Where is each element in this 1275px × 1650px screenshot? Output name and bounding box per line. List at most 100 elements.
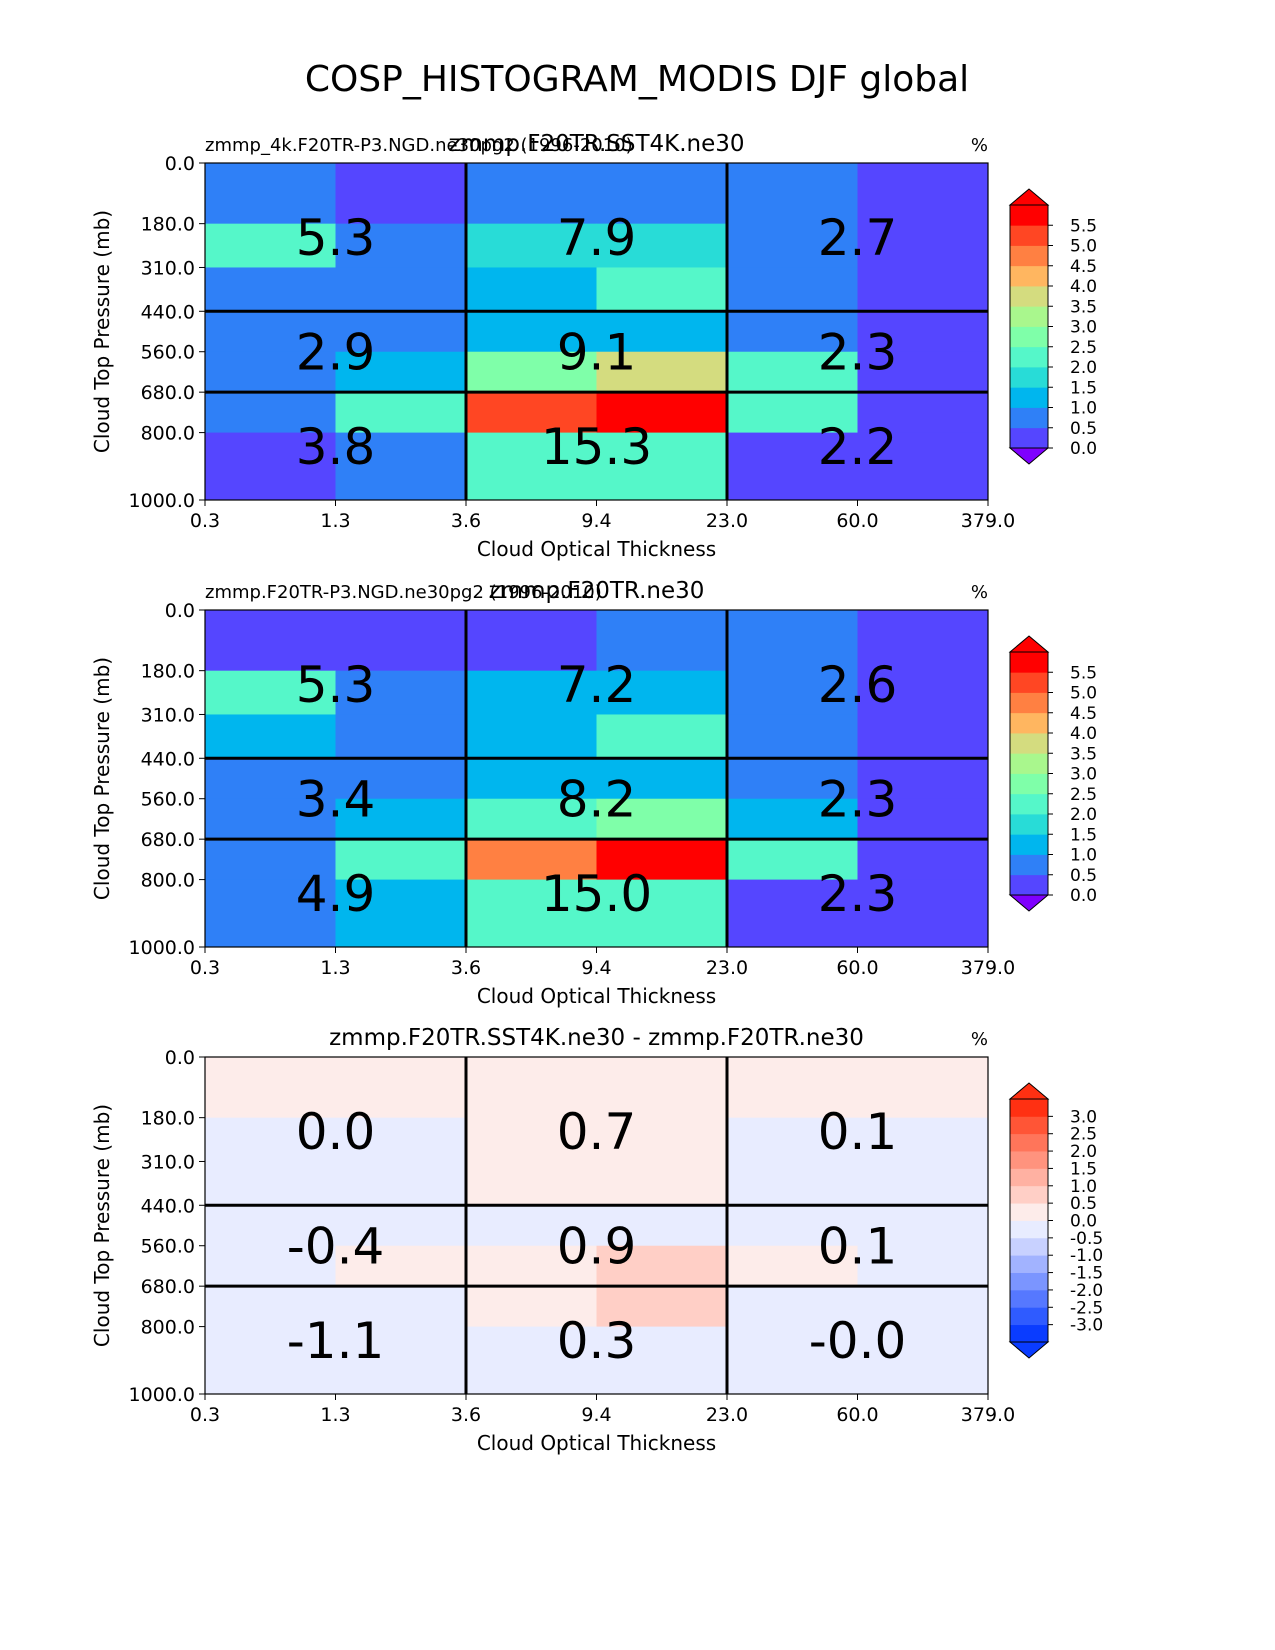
heatmap-cell	[596, 879, 728, 948]
colorbar-under-extension	[1008, 447, 1050, 465]
colorbar-segment	[1010, 245, 1048, 267]
heatmap-cell	[596, 1286, 728, 1327]
colorbar-tick-label: 1.0	[1070, 846, 1097, 866]
box-value-label: 5.3	[296, 209, 376, 267]
box-value-label: -1.1	[287, 1312, 385, 1370]
colorbar-tick-label: 0.5	[1070, 419, 1097, 439]
heatmap-cell	[857, 610, 989, 672]
heatmap-cell	[335, 1245, 467, 1287]
colorbar-tick-label: 2.0	[1070, 1142, 1097, 1162]
heatmap-cell	[466, 1161, 597, 1206]
heatmap-cell	[596, 432, 728, 501]
colorbar-segment	[1010, 733, 1048, 754]
box-value-label: 0.1	[818, 1218, 898, 1276]
heatmap-cell	[205, 351, 336, 393]
heatmap-cell	[335, 839, 467, 880]
heatmap-cell	[466, 714, 597, 759]
colorbar-tick-label: 3.5	[1070, 744, 1097, 764]
colorbar-tick-label: -0.5	[1070, 1229, 1103, 1249]
y-tick-label: 800.0	[141, 870, 195, 892]
colorbar-segment	[1010, 1151, 1048, 1169]
colorbar-segment	[1010, 306, 1048, 327]
colorbar-tick-label: 1.0	[1070, 399, 1097, 419]
heatmap-cell	[466, 1117, 597, 1162]
y-tick-label: 180.0	[141, 214, 195, 236]
colorbar-segment	[1010, 652, 1048, 673]
heatmap-cell	[727, 610, 858, 672]
y-tick-label: 1000.0	[129, 1384, 195, 1406]
colorbar-segment	[1010, 854, 1048, 876]
colorbar-tick-label: 1.5	[1070, 825, 1097, 845]
colorbar-segment	[1010, 225, 1048, 246]
colorbar-segment	[1010, 1185, 1048, 1204]
panel-subtitle: zmmp.F20TR-P3.NGD.ne30pg2 (1996-2010)	[205, 582, 602, 603]
box-value-label: 0.9	[557, 1218, 637, 1276]
heatmap-cell	[596, 758, 728, 800]
heatmap-cell	[466, 223, 597, 268]
colorbar-tick-label: 1.5	[1070, 1159, 1097, 1179]
colorbar-segment	[1010, 367, 1048, 388]
heatmap-cell	[727, 351, 858, 393]
colorbar-tick-label: 1.0	[1070, 1177, 1097, 1197]
heatmap-cell	[596, 714, 728, 759]
colorbar-segment	[1010, 1220, 1048, 1239]
heatmap-cell	[857, 1286, 989, 1327]
heatmap-cell	[466, 311, 597, 353]
box-value-label: 7.2	[557, 656, 637, 714]
heatmap-cell	[727, 1161, 858, 1206]
colorbar-segment	[1010, 1168, 1048, 1187]
colorbar-tick-label: 5.0	[1070, 684, 1097, 704]
heatmap-cell	[335, 267, 467, 312]
colorbar-tick-label: 3.5	[1070, 297, 1097, 317]
y-tick-label: 680.0	[141, 829, 195, 851]
heatmap-cell	[727, 1205, 858, 1247]
colorbar-tick-label: 0.0	[1070, 886, 1097, 906]
x-tick-label: 0.3	[190, 957, 220, 979]
colorbar-under-extension	[1008, 1341, 1050, 1359]
colorbar-segment	[1010, 834, 1048, 855]
heatmap-cell	[205, 670, 336, 715]
colorbar: 0.00.51.01.52.02.53.03.54.04.55.05.5	[1008, 188, 1097, 465]
heatmap-cell	[466, 798, 597, 840]
box-value-label: 2.3	[818, 865, 898, 923]
heatmap-cell	[857, 163, 989, 225]
heatmap-cell	[727, 798, 858, 840]
heatmap-cell	[466, 392, 597, 433]
x-tick-label: 23.0	[706, 1404, 748, 1426]
box-value-label: 7.9	[557, 209, 637, 267]
colorbar-segment	[1010, 712, 1048, 734]
heatmap-cell	[857, 1161, 989, 1206]
heatmap-cell	[205, 1326, 336, 1395]
heatmap-cell	[466, 163, 597, 225]
y-tick-label: 680.0	[141, 1276, 195, 1298]
heatmap-cell	[857, 223, 989, 268]
x-tick-label: 0.3	[190, 510, 220, 532]
colorbar-segment	[1010, 1272, 1048, 1291]
colorbar-tick-label: -1.5	[1070, 1264, 1103, 1284]
colorbar-segment	[1010, 773, 1048, 795]
heatmap-cell	[205, 1286, 336, 1327]
heatmap-cell	[596, 392, 728, 433]
box-value-label: 2.3	[818, 771, 898, 829]
heatmap-cell	[205, 1245, 336, 1287]
box-value-label: 8.2	[557, 771, 637, 829]
colorbar-segment	[1010, 407, 1048, 429]
heatmap-cell	[466, 1057, 597, 1119]
x-tick-label: 60.0	[836, 957, 878, 979]
heatmap-cell	[205, 1161, 336, 1206]
heatmap-cell	[466, 1245, 597, 1287]
colorbar-under-extension	[1008, 894, 1050, 912]
x-tick-label: 0.3	[190, 1404, 220, 1426]
heatmap-cell	[727, 223, 858, 268]
heatmap-cell	[596, 1117, 728, 1162]
heatmap-cell	[205, 432, 336, 501]
heatmap-cell	[466, 267, 597, 312]
x-tick-label: 3.6	[451, 1404, 481, 1426]
colorbar-tick-label: 0.0	[1070, 439, 1097, 459]
box-value-label: 0.7	[557, 1103, 637, 1161]
panel-title: zmmp.F20TR.SST4K.ne30	[448, 131, 744, 157]
box-value-label: 0.1	[818, 1103, 898, 1161]
heatmap-cell	[596, 839, 728, 880]
colorbar-segment	[1010, 1255, 1048, 1273]
